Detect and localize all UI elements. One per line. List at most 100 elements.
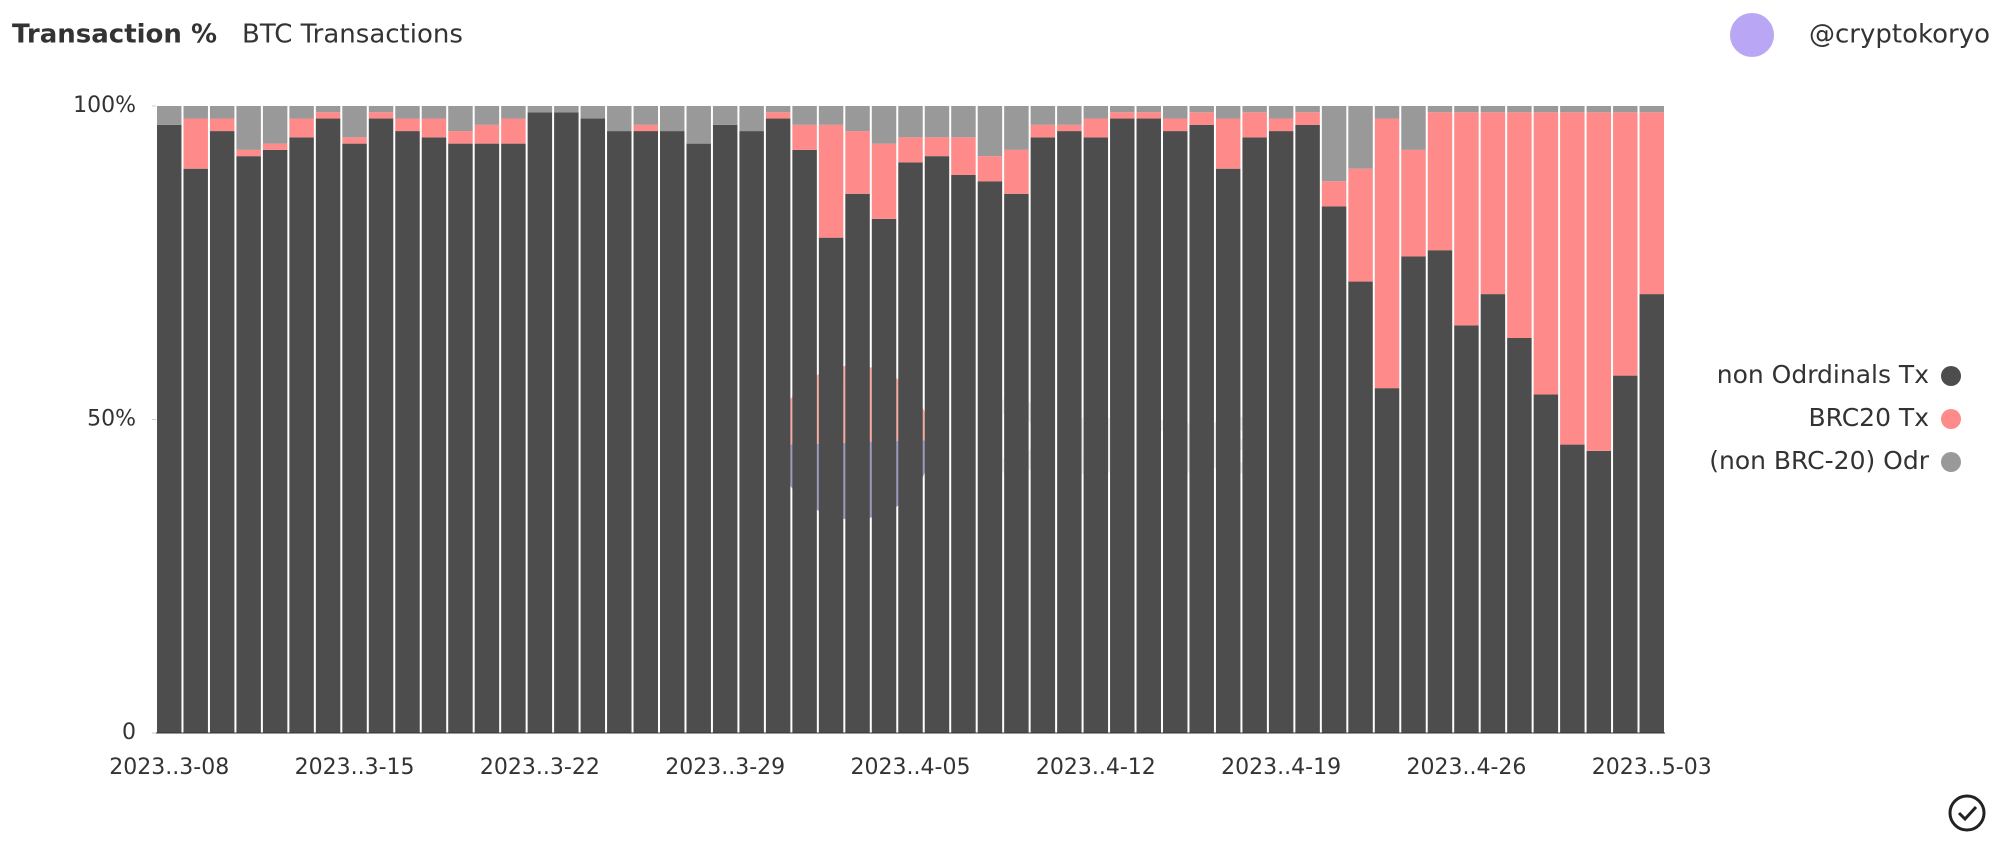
- bar-segment: [395, 131, 420, 733]
- x-tick-label: 2023..4-19: [1221, 755, 1341, 780]
- bar-segment: [1613, 106, 1638, 113]
- bar-segment: [845, 193, 870, 733]
- bar-segment: [1454, 112, 1479, 326]
- bar-segment: [1454, 106, 1479, 113]
- bar-segment: [1057, 106, 1082, 125]
- legend-label: BRC20 Tx: [1808, 403, 1929, 432]
- bar-segment: [1215, 106, 1241, 119]
- bar-segment: [1030, 137, 1056, 734]
- bar-segment: [1533, 106, 1559, 113]
- bar-segment: [209, 131, 235, 733]
- chart-title: Transaction %: [12, 20, 217, 50]
- bar-segment: [262, 149, 288, 733]
- bar-segment: [924, 137, 950, 157]
- bar-segment: [792, 106, 817, 125]
- bar-segment: [607, 106, 632, 132]
- bar-segment: [448, 106, 473, 132]
- bar-segment: [633, 124, 658, 132]
- bar-segment: [1268, 118, 1294, 132]
- bar-segment: [448, 131, 473, 144]
- bar-segment: [1427, 112, 1453, 251]
- bar-segment: [1639, 112, 1664, 295]
- bar-segment: [1321, 181, 1347, 207]
- bar-segment: [1401, 256, 1426, 733]
- bar-segment: [368, 118, 394, 734]
- bar-segment: [368, 106, 394, 113]
- bar-segment: [1136, 118, 1161, 734]
- bar-segment: [1507, 337, 1532, 733]
- bar-segment: [342, 143, 367, 733]
- bar-segment: [262, 143, 288, 150]
- check-icon[interactable]: [1948, 794, 1986, 832]
- check-mark: [1957, 805, 1978, 822]
- bar-segment: [1004, 193, 1029, 733]
- bar-segment: [448, 143, 473, 733]
- bar-segment: [977, 156, 1003, 182]
- legend-label: non Odrdinals Tx: [1717, 360, 1929, 389]
- bar-segment: [1560, 112, 1585, 445]
- bar-segment: [580, 106, 606, 119]
- x-tick-label: 2023..5-03: [1592, 755, 1712, 780]
- bar-segment: [1136, 106, 1161, 113]
- bar-segment: [1295, 112, 1320, 125]
- bar-segment: [1586, 450, 1612, 733]
- bar-segment: [1613, 112, 1638, 376]
- bar-segment: [315, 112, 341, 119]
- bar-segment: [501, 143, 526, 733]
- bar-segment: [1321, 206, 1347, 733]
- bar-segment: [1533, 112, 1559, 395]
- bar-segment: [395, 118, 420, 132]
- bar-segment: [1189, 124, 1214, 733]
- bar-segment: [1560, 106, 1585, 113]
- bar-segment: [421, 106, 447, 119]
- bar-segment: [1480, 294, 1506, 733]
- bar-segment: [1030, 124, 1056, 138]
- bar-segment: [660, 106, 685, 132]
- bar-segment: [1189, 112, 1214, 125]
- bar-segment: [236, 149, 261, 157]
- legend-swatch: [1941, 409, 1961, 429]
- bar-segment: [1242, 137, 1267, 734]
- bar-segment: [1586, 112, 1612, 451]
- bar-segment: [1639, 294, 1664, 733]
- bar-segment: [474, 124, 500, 144]
- bar-segment: [580, 118, 606, 734]
- bar-segment: [1057, 131, 1082, 733]
- bar-segment: [289, 118, 314, 138]
- x-tick-label: 2023..3-15: [295, 755, 415, 780]
- bar-segment: [1110, 106, 1135, 113]
- bar-segment: [633, 131, 658, 733]
- bar-segment: [1163, 118, 1188, 132]
- bar-segment: [818, 237, 844, 734]
- bar-segment: [660, 131, 685, 733]
- bar-segment: [289, 137, 314, 734]
- bar-segment: [1480, 112, 1506, 295]
- bar-segment: [1374, 118, 1400, 389]
- bar-segment: [1215, 168, 1241, 733]
- bar-segment: [739, 106, 764, 132]
- bar-segment: [686, 143, 711, 733]
- author: @cryptokoryo: [1809, 20, 1990, 50]
- bar-segment: [924, 106, 950, 138]
- x-tick-label: 2023..3-22: [480, 755, 600, 780]
- bar-segment: [1268, 106, 1294, 119]
- bar-segment: [262, 106, 288, 144]
- bar-segment: [792, 124, 817, 150]
- legend-swatch: [1941, 366, 1961, 386]
- bar-segment: [898, 162, 923, 733]
- bar-segment: [527, 112, 553, 733]
- bar-segment: [633, 106, 658, 125]
- bar-segment: [845, 131, 870, 194]
- bar-segment: [209, 118, 235, 132]
- bar-segment: [765, 106, 791, 113]
- bar-segment: [1507, 112, 1532, 338]
- bar-segment: [1295, 124, 1320, 733]
- legend-swatch: [1941, 452, 1961, 472]
- bar-segment: [342, 137, 367, 144]
- bar-segment: [1004, 106, 1029, 150]
- bar-segment: [183, 118, 208, 169]
- bar-segment: [871, 106, 897, 144]
- bar-segment: [1507, 106, 1532, 113]
- bar-segment: [1268, 131, 1294, 733]
